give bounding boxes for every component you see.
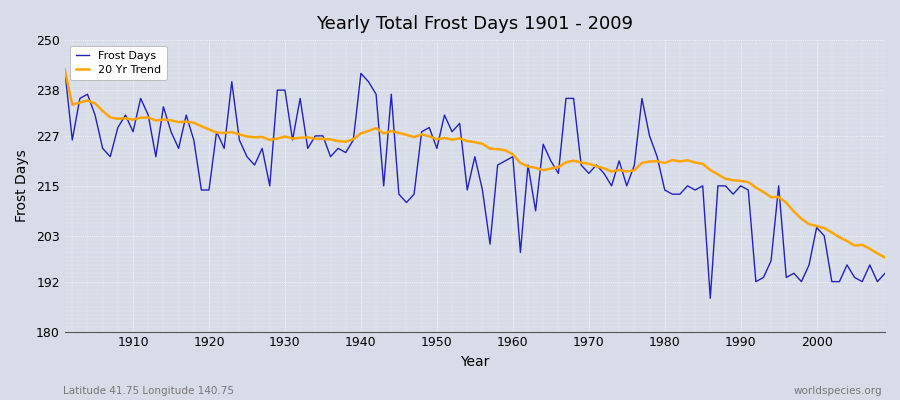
20 Yr Trend (598, 166, 609, 171)
Frost Days (287, 138, 298, 142)
Frost Days (508, 154, 518, 159)
Legend: Frost Days, 20 Yr Trend: Frost Days, 20 Yr Trend (70, 46, 166, 80)
Text: Latitude 41.75 Longitude 140.75: Latitude 41.75 Longitude 140.75 (63, 386, 234, 396)
Frost Days (333, 146, 344, 151)
Line: Frost Days: Frost Days (65, 69, 885, 298)
Y-axis label: Frost Days: Frost Days (15, 150, 29, 222)
Line: 20 Yr Trend: 20 Yr Trend (65, 69, 885, 258)
Frost Days (59, 67, 70, 72)
Frost Days (598, 171, 609, 176)
20 Yr Trend (59, 67, 70, 72)
Frost Days (705, 296, 716, 301)
Frost Days (879, 271, 890, 276)
20 Yr Trend (500, 148, 510, 153)
Title: Yearly Total Frost Days 1901 - 2009: Yearly Total Frost Days 1901 - 2009 (316, 15, 634, 33)
20 Yr Trend (508, 152, 518, 157)
20 Yr Trend (879, 255, 890, 260)
20 Yr Trend (333, 139, 344, 144)
X-axis label: Year: Year (460, 355, 490, 369)
Frost Days (120, 113, 130, 118)
20 Yr Trend (287, 136, 298, 141)
Frost Days (500, 158, 510, 163)
20 Yr Trend (120, 116, 130, 121)
Text: worldspecies.org: worldspecies.org (794, 386, 882, 396)
